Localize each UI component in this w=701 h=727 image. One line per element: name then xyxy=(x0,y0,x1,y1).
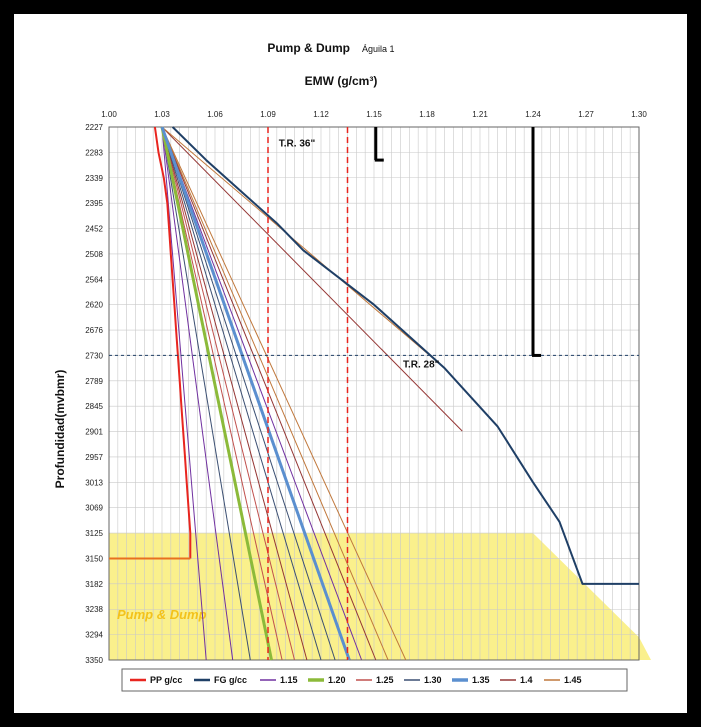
y-tick-label: 2620 xyxy=(85,301,103,310)
y-tick-label: 2730 xyxy=(85,351,103,360)
plot-border xyxy=(108,126,640,661)
series-line-1-30 xyxy=(161,126,322,661)
fan-line xyxy=(161,126,283,661)
chart-subtitle: Águila 1 xyxy=(362,44,395,54)
x-tick-label: 1.15 xyxy=(366,110,382,119)
casing-label: T.R. 28" xyxy=(403,359,440,370)
y-tick-label: 2901 xyxy=(85,428,103,437)
chart: Pump & Dump Águila 1 EMW (g/cm³) Profund… xyxy=(53,41,651,692)
fan-line xyxy=(161,126,463,432)
y-tick-label: 2395 xyxy=(85,199,103,208)
plot-area: 1.00 1.03 1.06 1.09 1.12 1.15 1.18 1.21 1.24 1.27… xyxy=(85,110,651,692)
legend-label: 1.25 xyxy=(376,675,394,685)
series-line-fg-g-cc xyxy=(171,126,639,585)
casing-label: T.R. 36" xyxy=(279,138,316,149)
legend-label: 1.4 xyxy=(520,675,533,685)
y-tick-label: 2676 xyxy=(85,326,103,335)
x-tick-label: 1.00 xyxy=(101,110,117,119)
legend-label: 1.30 xyxy=(424,675,442,685)
y-tick-label: 2508 xyxy=(85,250,103,259)
y-tick-label: 3182 xyxy=(85,580,103,589)
legend-label: 1.45 xyxy=(564,675,582,685)
y-tick-label: 3125 xyxy=(85,529,103,538)
x-tick-label: 1.24 xyxy=(525,110,541,119)
series-line-1-15 xyxy=(161,126,234,661)
fan-line xyxy=(161,126,207,661)
chart-title: Pump & Dump xyxy=(267,41,350,55)
x-tick-label: 1.06 xyxy=(207,110,223,119)
fan-line xyxy=(161,126,251,661)
x-axis-title: EMW (g/cm³) xyxy=(305,74,378,88)
legend-box xyxy=(121,668,628,692)
legend-label: 1.15 xyxy=(280,675,298,685)
x-tick-label: 1.09 xyxy=(260,110,276,119)
series-line-1-4 xyxy=(161,126,377,661)
x-tick-label: 1.21 xyxy=(472,110,488,119)
y-tick-label: 2452 xyxy=(85,225,103,234)
y-tick-label: 2789 xyxy=(85,377,103,386)
pump-dump-zone-label: Pump & Dump xyxy=(117,607,207,622)
y-tick-label: 2957 xyxy=(85,453,103,462)
series-line-1-45 xyxy=(161,126,407,661)
y-tick-label: 2564 xyxy=(85,275,103,284)
y-tick-label: 3294 xyxy=(85,631,103,640)
series-line-1-25 xyxy=(161,126,295,661)
y-tick-label: 3150 xyxy=(85,554,103,563)
fan-line xyxy=(161,126,308,661)
chart-frame: Pump & Dump Águila 1 EMW (g/cm³) Profund… xyxy=(14,14,687,713)
x-tick-label: 1.30 xyxy=(631,110,647,119)
series-line-pp-g-cc xyxy=(153,126,192,559)
x-tick-label: 1.27 xyxy=(578,110,594,119)
x-tick-label: 1.12 xyxy=(313,110,329,119)
x-tick-label: 1.03 xyxy=(154,110,170,119)
y-tick-label: 3069 xyxy=(85,504,103,513)
fan-line xyxy=(161,126,363,661)
fan-line xyxy=(161,126,389,661)
y-tick-label: 2227 xyxy=(85,123,103,132)
legend-label: PP g/cc xyxy=(150,675,182,685)
fan-line xyxy=(161,126,446,369)
series-line-1-35 xyxy=(160,126,351,661)
y-tick-label: 2339 xyxy=(85,174,103,183)
legend-label: FG g/cc xyxy=(214,675,247,685)
y-tick-label: 3350 xyxy=(85,656,103,665)
y-tick-label: 3013 xyxy=(85,478,103,487)
x-tick-label: 1.18 xyxy=(419,110,435,119)
series-line-1-20 xyxy=(160,126,273,661)
fan-line xyxy=(161,126,336,661)
y-axis-title: Profundidad(mvbmr) xyxy=(53,370,67,489)
y-tick-label: 3238 xyxy=(85,605,103,614)
y-tick-label: 2845 xyxy=(85,402,103,411)
y-tick-label: 2283 xyxy=(85,148,103,157)
legend-label: 1.35 xyxy=(472,675,490,685)
legend-label: 1.20 xyxy=(328,675,346,685)
